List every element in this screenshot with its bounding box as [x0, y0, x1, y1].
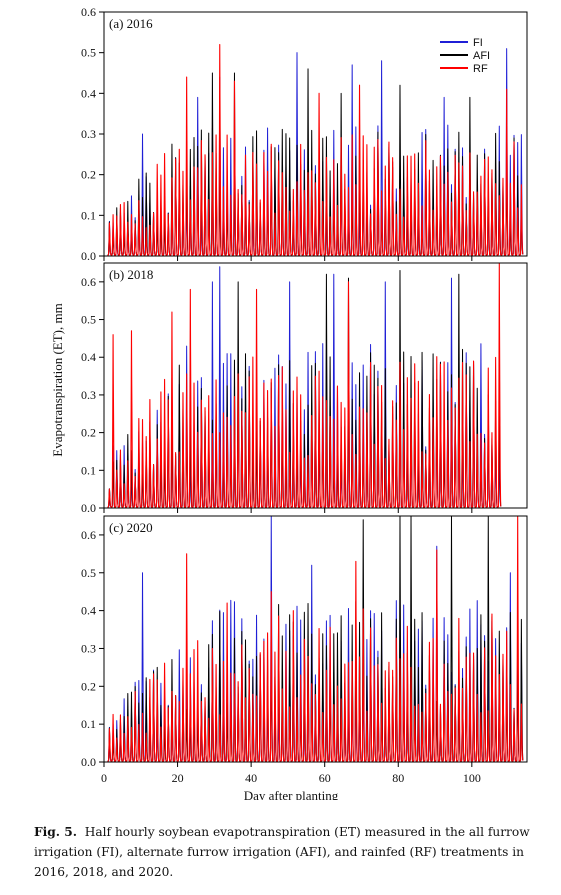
y-tick-label: 0.1 [81, 208, 96, 222]
y-tick-label: 0.3 [81, 641, 96, 655]
y-tick-label: 0.2 [81, 426, 96, 440]
legend-label-rf: RF [473, 63, 488, 75]
legend-label-fi: FI [473, 37, 483, 49]
y-tick-label: 0.2 [81, 679, 96, 693]
panel-label: (a) 2016 [109, 16, 153, 31]
x-tick-label: 20 [172, 771, 184, 785]
x-axis-title: Day after planting [244, 788, 339, 800]
y-tick-label: 0.6 [81, 5, 96, 19]
legend-label-afi: AFI [473, 50, 490, 62]
panel-label: (b) 2018 [109, 267, 153, 282]
x-tick-label: 0 [101, 771, 107, 785]
panel-2: 0.0 0.1 0.2 0.3 0.4 0.5 0.6 (b) 2018 [81, 262, 528, 515]
y-tick-label: 0.4 [81, 350, 96, 364]
y-tick-label: 0.1 [81, 463, 96, 477]
y-tick-label: 0.4 [81, 604, 96, 618]
series-line-rf [107, 43, 524, 256]
x-tick-label: 40 [245, 771, 257, 785]
x-tick-label: 60 [319, 771, 331, 785]
x-tick-label: 100 [463, 771, 481, 785]
panel-frame [103, 262, 528, 509]
y-tick-label: 0.5 [81, 46, 96, 60]
plot-area [107, 43, 524, 256]
series-line-rf [107, 263, 502, 508]
y-tick-label: 0.5 [81, 313, 96, 327]
caption-text: Half hourly soybean evapotranspiration (… [34, 825, 530, 879]
panel-label: (c) 2020 [109, 520, 153, 535]
y-tick-label: 0.2 [81, 168, 96, 182]
plot-area [107, 263, 502, 508]
panel-frame [103, 515, 528, 763]
y-tick-label: 0.1 [81, 717, 96, 731]
y-tick-label: 0.0 [81, 249, 96, 263]
y-tick-label: 0.0 [81, 755, 96, 769]
y-tick-label: 0.0 [81, 501, 96, 515]
panel-3: 0.0 0.1 0.2 0.3 0.4 0.5 0.6 0 20 40 60 80 100 (c) 202… [81, 515, 528, 785]
y-axis-title: Evapotranspiration (ET), mm [50, 303, 65, 456]
y-tick-label: 0.4 [81, 86, 96, 100]
series-line-rf [107, 516, 524, 762]
y-tick-label: 0.6 [81, 528, 96, 542]
x-tick-label: 80 [392, 771, 404, 785]
plot-area [107, 516, 524, 762]
figure-caption: Fig. 5. Half hourly soybean evapotranspi… [34, 822, 544, 882]
y-tick-label: 0.5 [81, 566, 96, 580]
y-tick-label: 0.3 [81, 388, 96, 402]
y-tick-label: 0.3 [81, 127, 96, 141]
et-figure: 0.00.10.20.30.40.50.6(a) 2016FIAFIRF0.00… [50, 5, 528, 800]
figure-number: Fig. 5. [34, 825, 78, 839]
y-tick-label: 0.6 [81, 275, 96, 289]
